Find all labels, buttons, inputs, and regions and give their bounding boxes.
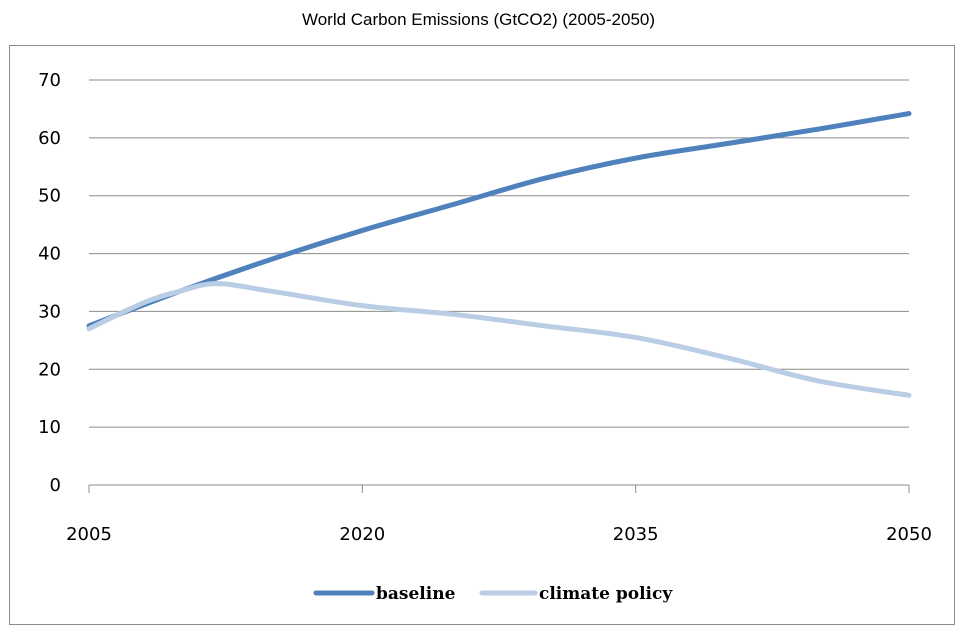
y-axis-ticks: 0 10 20 30 40 50 60 70 [38,70,61,496]
legend: baseline climate policy [313,584,673,604]
series-line-1 [86,281,912,398]
x-tick-label: 2050 [886,524,932,545]
y-tick-label: 60 [38,128,61,149]
y-tick-label: 20 [38,359,61,380]
x-tick-label: 2005 [66,524,112,545]
y-tick-label: 50 [38,186,61,207]
y-tick-label: 40 [38,244,61,265]
x-tick-label: 2020 [339,524,385,545]
y-tick-label: 10 [38,417,61,438]
chart-title: World Carbon Emissions (GtCO2) (2005-205… [301,10,656,29]
y-tick-label: 30 [38,301,61,322]
x-axis-ticks: 2005 2020 2035 2050 [66,485,932,545]
x-tick-label: 2035 [613,524,659,545]
y-tick-label: 70 [38,70,61,91]
legend-label: climate policy [539,584,673,604]
series-lines [86,111,912,398]
series-line-0 [86,111,912,329]
legend-label: baseline [376,584,456,604]
y-tick-label: 0 [50,475,61,496]
